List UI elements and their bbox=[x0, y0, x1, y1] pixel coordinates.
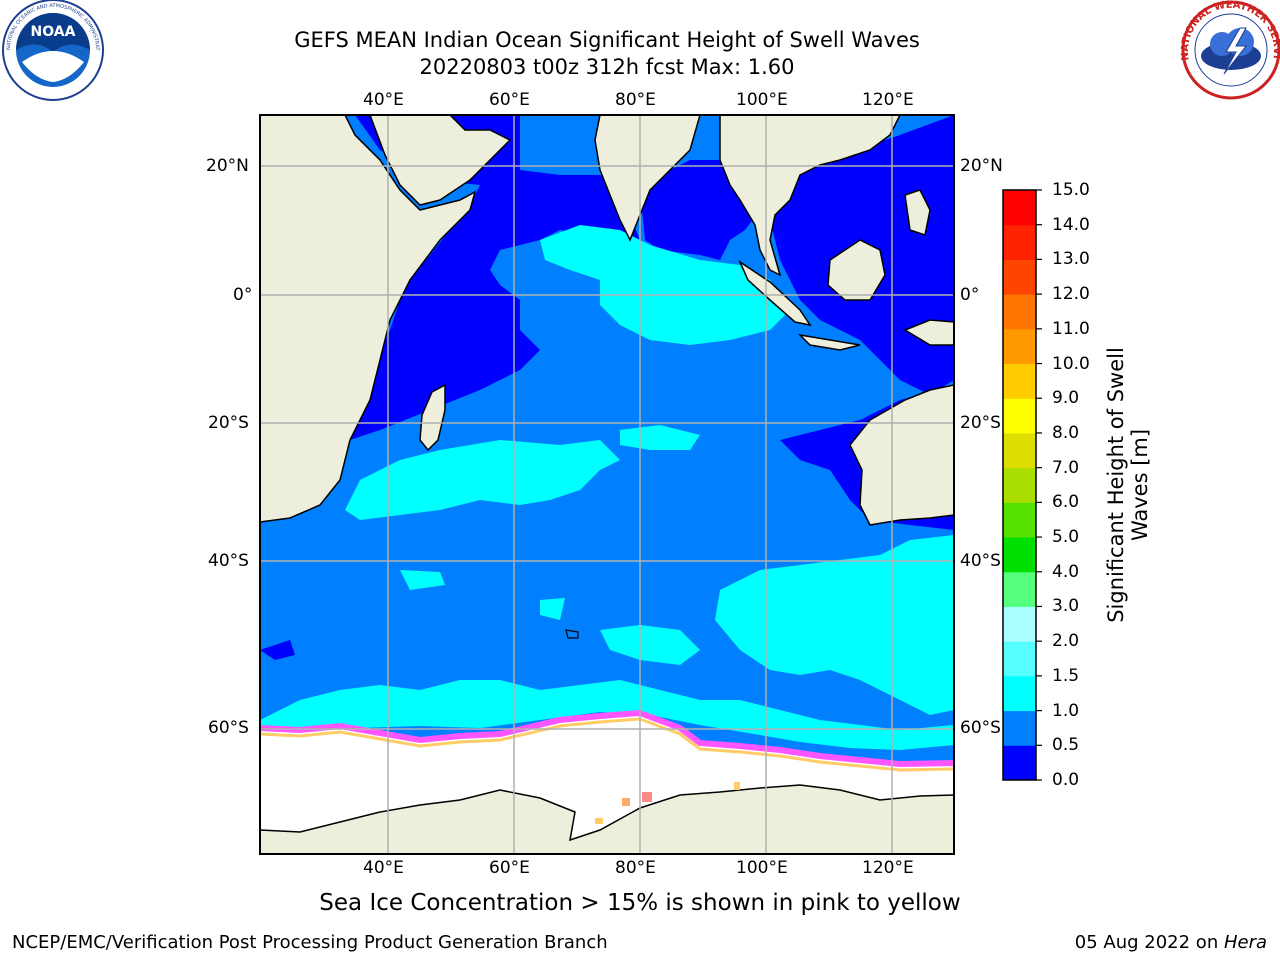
colorbar-segment bbox=[1003, 745, 1036, 781]
colorbar-tick-label: 1.5 bbox=[1052, 665, 1080, 686]
sea-ice-footnote: Sea Ice Concentration > 15% is shown in … bbox=[319, 890, 961, 916]
colorbar-segment bbox=[1003, 224, 1036, 260]
lat-label-right: 20°N bbox=[960, 156, 1003, 176]
colorbar-frame bbox=[1002, 189, 1037, 781]
colorbar-segment bbox=[1003, 398, 1036, 434]
lon-label-bottom: 60°E bbox=[489, 858, 530, 878]
colorbar-tick-label: 0.0 bbox=[1052, 770, 1080, 790]
colorbar-tick-label: 10.0 bbox=[1052, 353, 1090, 374]
colorbar-tick-label: 15.0 bbox=[1052, 180, 1090, 200]
colorbar-segment bbox=[1003, 710, 1036, 746]
colorbar-tick-label: 0.5 bbox=[1052, 735, 1080, 756]
colorbar-tick-label: 3.0 bbox=[1052, 596, 1080, 617]
colorbar-segment bbox=[1003, 641, 1036, 677]
colorbar-tick-label: 1.0 bbox=[1052, 700, 1080, 721]
svg-text:NATIONAL WEATHER SERVICE: NATIONAL WEATHER SERVICE bbox=[0, 0, 1280, 61]
chart-subtitle: 20220803 t00z 312h fcst Max: 1.60 bbox=[419, 55, 795, 79]
colorbar-tick-label: 14.0 bbox=[1052, 214, 1090, 235]
colorbar-tick-label: 2.0 bbox=[1052, 631, 1080, 652]
colorbar-tick-label: 9.0 bbox=[1052, 388, 1080, 409]
map-frame bbox=[259, 114, 955, 855]
lat-label-right: 40°S bbox=[960, 551, 1001, 571]
lon-label-bottom: 100°E bbox=[736, 858, 788, 878]
colorbar-segment bbox=[1003, 502, 1036, 538]
colorbar-tick-label: 6.0 bbox=[1052, 492, 1080, 513]
lon-label-top: 60°E bbox=[489, 90, 530, 110]
kerguelen-island bbox=[565, 629, 579, 639]
colorbar-segment bbox=[1003, 571, 1036, 607]
colorbar bbox=[1003, 189, 1042, 781]
lon-label-top: 120°E bbox=[862, 90, 914, 110]
colorbar-segment bbox=[1003, 432, 1036, 469]
antarctica bbox=[260, 709, 954, 854]
colorbar-label-line1: Significant Height of Swell bbox=[1104, 347, 1128, 623]
nws-ring-text: NATIONAL WEATHER SERVICE bbox=[0, 0, 1280, 61]
footer-credit: NCEP/EMC/Verification Post Processing Pr… bbox=[12, 932, 608, 953]
colorbar-tick-label: 8.0 bbox=[1052, 422, 1080, 443]
lon-label-bottom: 40°E bbox=[363, 858, 404, 878]
colorbar-segment bbox=[1003, 328, 1036, 365]
lon-label-top: 80°E bbox=[615, 90, 656, 110]
land bbox=[260, 115, 954, 526]
colorbar-tick-label: 7.0 bbox=[1052, 457, 1080, 478]
colorbar-tick-label: 12.0 bbox=[1052, 284, 1090, 305]
colorbar-label-line2: Waves [m] bbox=[1128, 428, 1152, 542]
lat-label-left: 20°N bbox=[206, 156, 249, 176]
lon-label-bottom: 80°E bbox=[615, 858, 656, 878]
lat-label-right: 20°S bbox=[960, 413, 1001, 433]
colorbar-segment bbox=[1003, 190, 1036, 226]
colorbar-tick-label: 4.0 bbox=[1052, 561, 1080, 582]
colorbar-segment bbox=[1003, 606, 1036, 642]
graticule bbox=[260, 115, 954, 854]
lon-label-top: 100°E bbox=[736, 90, 788, 110]
lon-label-bottom: 120°E bbox=[862, 858, 914, 878]
colorbar-tick-label: 11.0 bbox=[1052, 318, 1090, 339]
footer-host: Hera bbox=[1223, 932, 1267, 953]
nws-logo: NATIONAL WEATHER SERVICE bbox=[0, 0, 1280, 100]
lat-label-left: 0° bbox=[233, 285, 253, 305]
colorbar-segment bbox=[1003, 294, 1036, 330]
colorbar-segment bbox=[1003, 537, 1036, 573]
chart-title: GEFS MEAN Indian Ocean Significant Heigh… bbox=[294, 28, 920, 52]
colorbar-tick-label: 5.0 bbox=[1052, 527, 1080, 548]
colorbar-segment bbox=[1003, 259, 1036, 295]
lon-label-top: 40°E bbox=[363, 90, 404, 110]
colorbar-tick-label: 13.0 bbox=[1052, 249, 1090, 270]
colorbar-segment bbox=[1003, 467, 1036, 503]
map-area bbox=[260, 115, 954, 854]
lat-label-left: 20°S bbox=[208, 413, 249, 433]
noaa-logo: NOAA NATIONAL OCEANIC AND ATMOSPHERIC AD… bbox=[0, 0, 104, 101]
ocean-swell-high bbox=[260, 225, 954, 750]
footer-date-text: 05 Aug 2022 on bbox=[1074, 932, 1224, 953]
lat-label-left: 40°S bbox=[208, 551, 249, 571]
lat-label-left: 60°S bbox=[208, 718, 249, 738]
lat-label-right: 60°S bbox=[960, 718, 1001, 738]
colorbar-segment bbox=[1003, 363, 1036, 399]
noaa-logo-text: NOAA bbox=[31, 24, 76, 40]
footer-date: 05 Aug 2022 on Hera bbox=[1075, 932, 1267, 953]
colorbar-segment bbox=[1003, 675, 1036, 712]
lat-label-right: 0° bbox=[960, 285, 980, 305]
